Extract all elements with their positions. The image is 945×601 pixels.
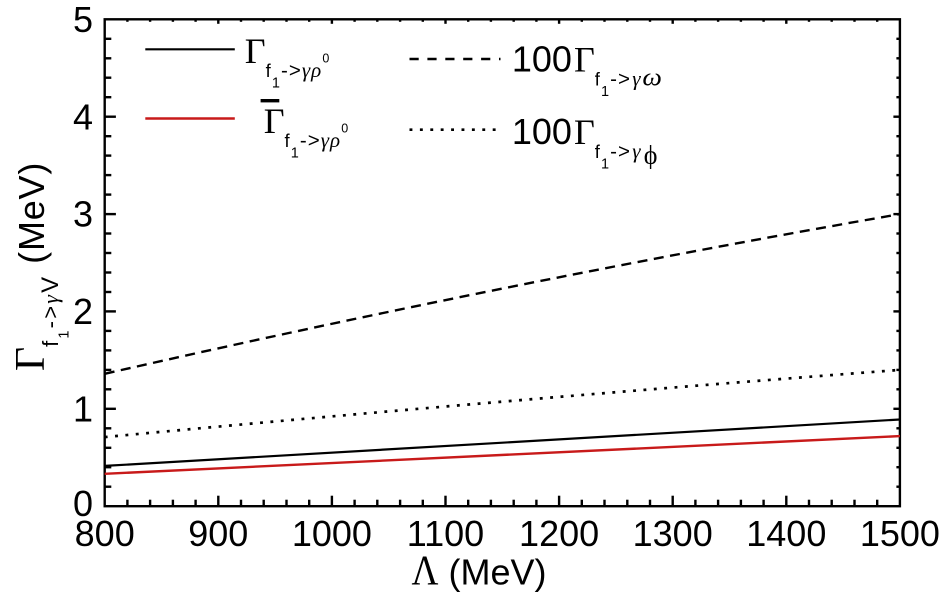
svg-text:1: 1 <box>73 388 93 429</box>
svg-text:900: 900 <box>188 513 248 554</box>
svg-text:1000: 1000 <box>292 513 372 554</box>
svg-text:800: 800 <box>75 513 135 554</box>
svg-text:2: 2 <box>73 291 93 332</box>
svg-text:0: 0 <box>73 483 93 524</box>
svg-text:4: 4 <box>73 96 93 137</box>
svg-text:1300: 1300 <box>633 513 713 554</box>
svg-text:3: 3 <box>73 194 93 235</box>
svg-text:Γf1->γV (MeV): Γf1->γV (MeV) <box>8 162 73 371</box>
svg-text:Λ (MeV): Λ (MeV) <box>412 549 547 595</box>
svg-text:1400: 1400 <box>746 513 826 554</box>
svg-text:Γf1->γρ0: Γf1->γρ0 <box>245 31 330 92</box>
svg-text:1200: 1200 <box>519 513 599 554</box>
svg-text:1500: 1500 <box>860 513 940 554</box>
svg-text:Γf1->γρ0: Γf1->γρ0 <box>264 101 349 162</box>
svg-text:1100: 1100 <box>407 513 484 554</box>
svg-text:5: 5 <box>73 0 93 40</box>
